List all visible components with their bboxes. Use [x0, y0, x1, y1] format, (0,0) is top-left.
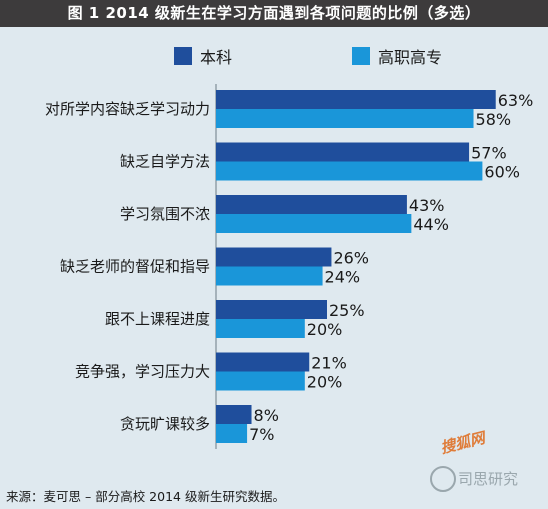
data-label-series-2: 44%	[413, 215, 449, 234]
data-label-series-2: 58%	[476, 110, 512, 129]
data-label-series-1: 63%	[498, 91, 534, 110]
data-label-series-1: 57%	[471, 144, 507, 163]
bar-series-1	[216, 247, 332, 267]
data-label-series-1: 25%	[329, 301, 365, 320]
data-label-series-1: 8%	[254, 406, 279, 425]
bar-series-1	[216, 195, 407, 214]
legend-item-series-1: 本科	[174, 46, 233, 67]
category-label: 对所学内容缺乏学习动力	[45, 100, 210, 118]
bar-series-2	[216, 161, 483, 181]
data-label-series-2: 20%	[307, 320, 343, 339]
bar-series-1	[216, 300, 327, 319]
bar-series-2	[216, 319, 305, 338]
legend-item-series-2: 高职高专	[352, 46, 443, 67]
data-label-series-2: 24%	[325, 268, 361, 287]
data-label-series-2: 60%	[484, 163, 520, 182]
legend-swatch-series-1	[174, 47, 192, 65]
data-label-series-1: 26%	[333, 249, 369, 268]
bar-series-2	[216, 371, 305, 391]
bar-series-1	[216, 90, 496, 109]
data-label-series-2: 7%	[249, 425, 274, 444]
bar-series-2	[216, 424, 248, 443]
category-label: 缺乏自学方法	[120, 153, 210, 171]
chart-title: 图 1 2014 级新生在学习方面遇到各项问题的比例（多选）	[0, 0, 548, 27]
bar-series-2	[216, 109, 474, 128]
legend-swatch-series-2	[352, 47, 370, 65]
data-label-series-2: 20%	[307, 373, 343, 392]
bar-chart: 对所学内容缺乏学习动力 63%58% 缺乏自学方法 57%60% 学习氛围不浓 43%44…	[45, 84, 534, 449]
legend-label-series-1: 本科	[200, 48, 233, 67]
source-note: 来源：麦可思 – 部分高校 2014 级新生研究数据。	[6, 489, 285, 504]
data-label-series-1: 21%	[311, 354, 347, 373]
category-label: 跟不上课程进度	[105, 310, 210, 328]
category-label: 竞争强，学习压力大	[75, 363, 210, 381]
legend-label-series-2: 高职高专	[378, 48, 443, 67]
bar-series-2	[216, 214, 412, 233]
watermark-subtext: 司思研究	[458, 470, 519, 488]
watermark-logo-icon	[430, 466, 456, 492]
data-label-series-1: 43%	[409, 196, 445, 215]
category-label: 缺乏老师的督促和指导	[60, 258, 210, 276]
bar-series-1	[216, 142, 470, 162]
category-label: 贪玩旷课较多	[120, 415, 210, 433]
category-label: 学习氛围不浓	[120, 205, 210, 223]
bar-series-1	[216, 352, 310, 372]
bar-series-2	[216, 266, 323, 286]
bar-series-1	[216, 405, 252, 424]
